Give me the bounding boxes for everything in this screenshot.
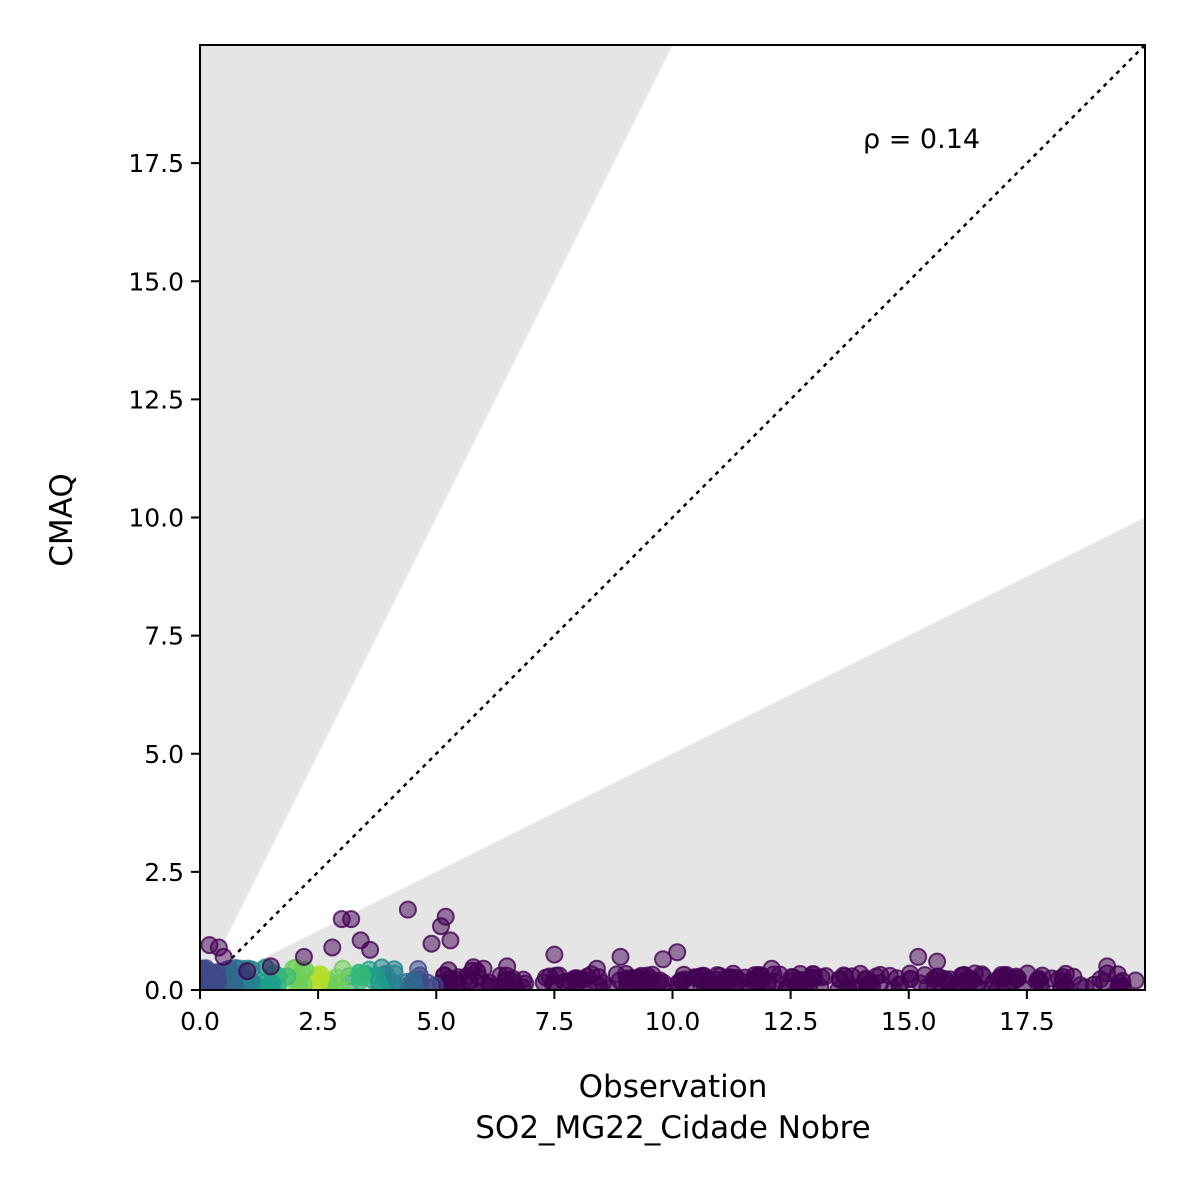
scatter-point — [200, 977, 212, 990]
scatter-point — [238, 962, 257, 981]
correlation-annotation: ρ = 0.14 — [863, 124, 980, 155]
scatter-point — [261, 957, 280, 976]
scatter-point — [880, 966, 899, 985]
x-tick-label: 17.5 — [999, 1007, 1055, 1036]
y-tick-label: 10.0 — [128, 504, 184, 533]
y-tick-label: 15.0 — [128, 267, 184, 296]
scatter-point — [474, 959, 493, 978]
scatter-point — [398, 900, 417, 919]
x-axis-label-station: SO2_MG22_Cidade Nobre — [475, 1110, 871, 1146]
scatter-point — [545, 945, 564, 964]
scatter-point — [965, 964, 984, 983]
scatter-point — [323, 938, 342, 957]
x-axis-label: Observation — [579, 1069, 768, 1105]
scatter-point — [1003, 971, 1022, 990]
scatter-point — [805, 969, 824, 988]
scatter-point — [498, 957, 517, 976]
x-tick-label: 0.0 — [180, 1007, 220, 1036]
scatter-point — [342, 910, 361, 929]
x-tick-label: 5.0 — [416, 1007, 456, 1036]
x-tick-label: 15.0 — [881, 1007, 937, 1036]
x-tick-label: 12.5 — [763, 1007, 819, 1036]
scatter-point — [431, 917, 450, 936]
scatter-point — [611, 947, 630, 966]
scatter-point — [1098, 957, 1117, 976]
scatter-point — [587, 959, 606, 978]
scatter-point — [668, 943, 687, 962]
x-tick-label: 10.0 — [645, 1007, 701, 1036]
scatter-point — [441, 931, 460, 950]
scatter-point — [909, 947, 928, 966]
y-tick-label: 17.5 — [128, 149, 184, 178]
scatter-point — [1126, 971, 1145, 990]
x-tick-label: 2.5 — [298, 1007, 338, 1036]
y-tick-label: 2.5 — [144, 858, 184, 887]
scatter-point — [361, 940, 380, 959]
one-to-one-line — [200, 45, 1145, 990]
shaded-region-lower — [200, 517, 1145, 990]
scatter-point — [422, 934, 441, 953]
y-axis-label: CMAQ — [44, 473, 80, 566]
scatter-point — [294, 947, 313, 966]
scatter-point — [214, 947, 233, 966]
scatter-point — [710, 966, 729, 985]
y-tick-label: 5.0 — [144, 740, 184, 769]
x-tick-label: 7.5 — [534, 1007, 574, 1036]
shaded-region-upper — [200, 45, 673, 990]
scatter-point — [607, 965, 626, 984]
y-tick-label: 12.5 — [128, 385, 184, 414]
scatter-point — [534, 973, 553, 990]
scatter-point — [669, 973, 688, 990]
y-tick-label: 0.0 — [144, 976, 184, 1005]
scatter-point — [654, 950, 673, 969]
y-tick-label: 7.5 — [144, 622, 184, 651]
scatter-point — [928, 952, 947, 971]
scatter-point — [762, 959, 781, 978]
scatter-point — [200, 959, 212, 978]
